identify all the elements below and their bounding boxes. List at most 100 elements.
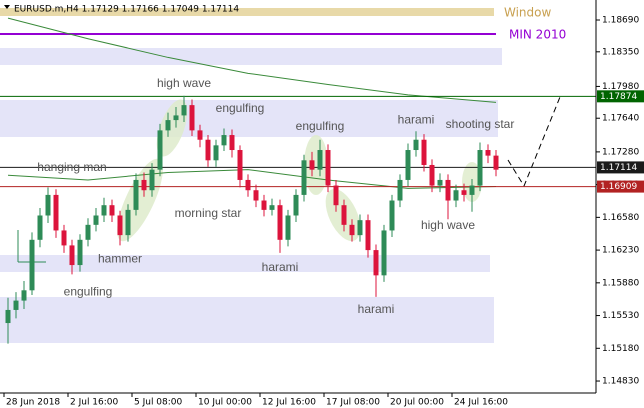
candle-body <box>445 179 451 201</box>
y-tick-label: 1.17280 <box>602 147 639 157</box>
candle-body <box>349 224 355 236</box>
candle-body <box>357 220 363 236</box>
pattern-label: morning star <box>175 206 242 220</box>
window-zone <box>0 8 494 16</box>
candle-body <box>93 215 99 225</box>
price-box-label: 1.17114 <box>600 163 637 173</box>
pattern-label: harami <box>398 112 435 126</box>
candle-body <box>85 224 91 240</box>
moving-average <box>7 169 497 189</box>
pattern-label: engulfing <box>296 119 345 133</box>
zone <box>0 297 494 343</box>
highlight <box>156 99 188 157</box>
zone <box>0 255 490 272</box>
price-box <box>597 90 644 103</box>
candle-body <box>229 135 235 151</box>
candle-body <box>381 230 387 276</box>
x-tick-label: 10 Jul 00:00 <box>198 398 252 408</box>
moving-average <box>7 17 497 103</box>
y-tick-label: 1.14830 <box>602 377 639 387</box>
candle-body <box>197 130 203 140</box>
candle-body <box>429 164 435 186</box>
y-tick-label: 1.15880 <box>602 278 639 288</box>
y-tick-label: 1.15180 <box>602 344 639 354</box>
y-tick-label: 1.17980 <box>602 82 639 92</box>
chart-title: EURUSD.m,H4 1.17129 1.17166 1.17049 1.17… <box>14 5 239 15</box>
candle-body <box>269 205 275 210</box>
candle-body <box>277 205 283 240</box>
candle-body <box>485 150 491 156</box>
x-tick-label: 17 Jul 08:00 <box>326 398 380 408</box>
candle-body <box>149 169 155 191</box>
pattern-label: high wave <box>421 218 475 232</box>
candle-body <box>253 190 259 201</box>
x-tick-label: 24 Jul 16:00 <box>454 398 508 408</box>
pattern-label: hammer <box>98 252 142 266</box>
candle-body <box>117 215 123 236</box>
candle-body <box>461 190 467 195</box>
candle-body <box>365 220 371 251</box>
candle-body <box>125 209 131 236</box>
candle-body <box>141 179 147 191</box>
candle-body <box>477 150 483 186</box>
pattern-label: engulfing <box>64 284 113 298</box>
candle-body <box>493 155 499 170</box>
candle-body <box>453 190 459 201</box>
candle-body <box>341 205 347 225</box>
pattern-label: high wave <box>157 76 211 90</box>
candle-body <box>133 179 139 210</box>
price-box <box>597 180 644 193</box>
candle-body <box>405 150 411 180</box>
candle-body <box>189 105 195 131</box>
candle-body <box>29 239 35 291</box>
x-tick-label: 2 Jul 16:00 <box>70 398 119 408</box>
pattern-label: shooting star <box>446 117 515 131</box>
candle-body <box>165 120 171 131</box>
candle-body <box>213 145 219 161</box>
candle-body <box>413 139 419 151</box>
candle-body <box>245 179 251 191</box>
candle-body <box>469 185 475 195</box>
candle-body <box>333 185 339 206</box>
plot-area <box>0 17 596 344</box>
candle-body <box>389 200 395 231</box>
y-tick-label: 1.15530 <box>602 311 639 321</box>
zone-label: Window <box>504 6 552 20</box>
candle-body <box>325 150 331 186</box>
candle-body <box>5 309 11 324</box>
y-tick-label: 1.18690 <box>602 16 639 26</box>
candle-body <box>181 105 187 116</box>
price-box-label: 1.17874 <box>600 92 637 102</box>
candle-body <box>69 245 75 266</box>
pattern-label: hanging man <box>37 160 106 174</box>
x-tick-label: 28 Jun 2018 <box>6 398 60 408</box>
projection-path <box>507 96 561 188</box>
candle-body <box>221 135 227 146</box>
candle-body <box>437 179 443 186</box>
pattern-label: engulfing <box>216 101 265 115</box>
menu-arrow[interactable] <box>4 5 10 9</box>
candle-body <box>261 200 267 210</box>
pattern-label: harami <box>358 302 395 316</box>
pattern-label: harami <box>262 260 299 274</box>
candle-body <box>285 215 291 240</box>
x-tick-label: 5 Jul 08:00 <box>134 398 183 408</box>
candle-body <box>61 230 67 246</box>
candle-body <box>293 194 299 216</box>
candle-body <box>237 150 243 180</box>
candle-body <box>301 160 307 195</box>
candle-body <box>421 139 427 165</box>
candle-body <box>109 205 115 216</box>
y-tick-label: 1.16230 <box>602 246 639 256</box>
x-tick-label: 12 Jul 16:00 <box>262 398 316 408</box>
y-tick-label: 1.16580 <box>602 213 639 223</box>
candle-body <box>13 300 19 310</box>
price-box <box>597 161 644 174</box>
highlight <box>304 135 328 195</box>
price-box-label: 1.16909 <box>600 182 637 192</box>
zone <box>0 48 502 65</box>
candle-body <box>173 115 179 121</box>
candle-body <box>37 215 43 240</box>
